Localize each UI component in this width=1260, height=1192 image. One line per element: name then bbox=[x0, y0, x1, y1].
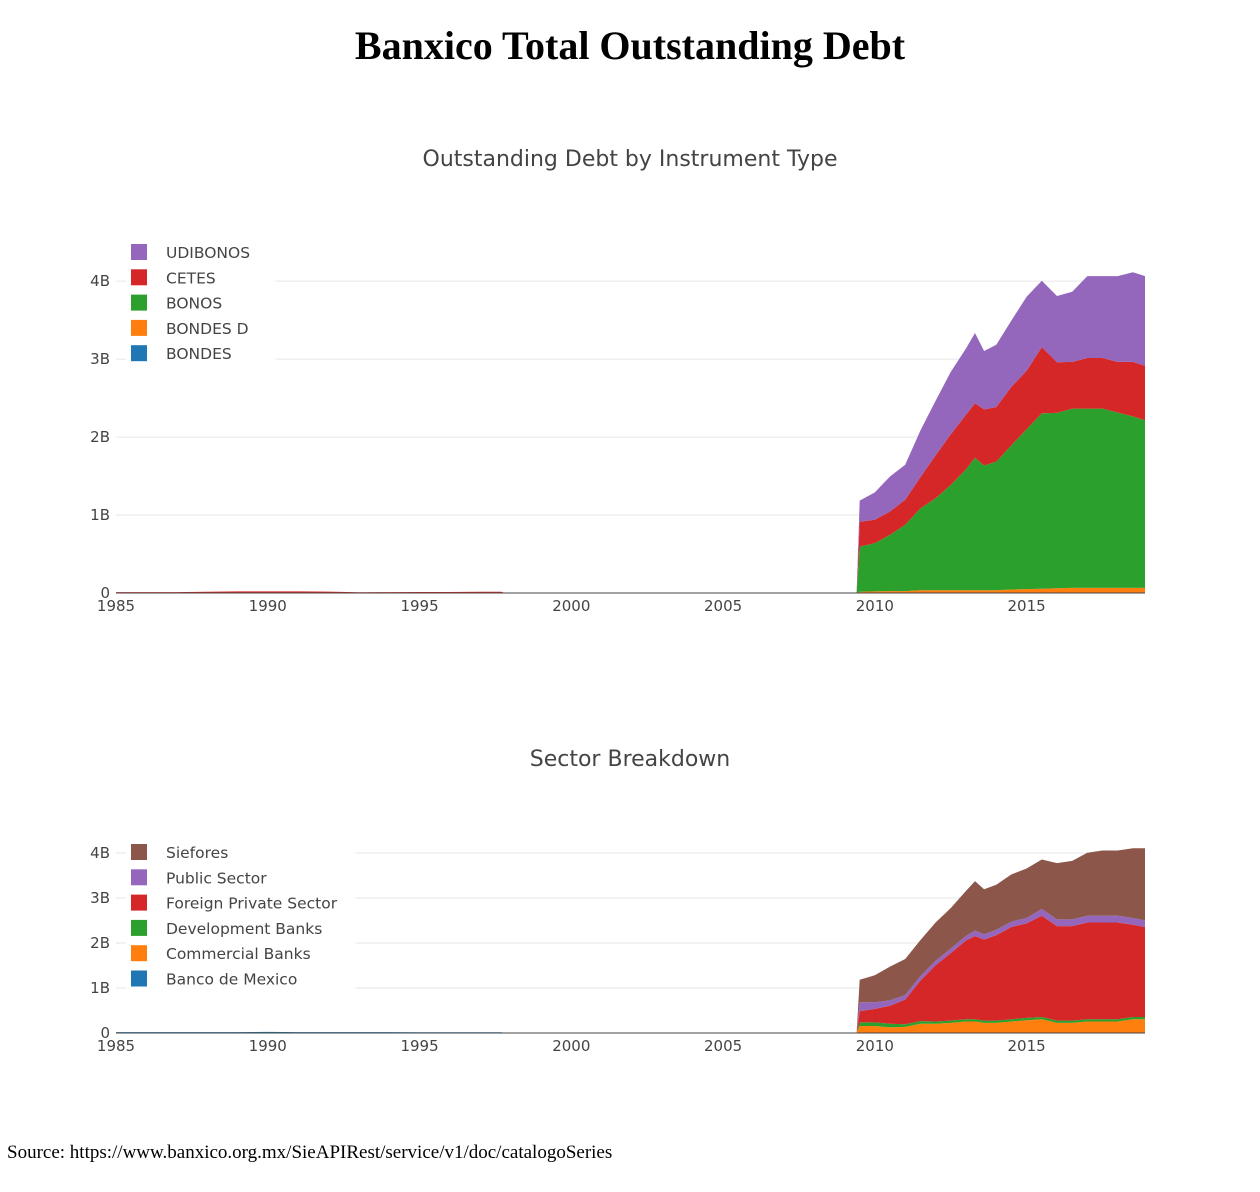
legend-swatch-bondes-d bbox=[131, 319, 147, 336]
legend-label-siefores: Siefores bbox=[166, 844, 228, 862]
y-tick-label: 0 bbox=[100, 584, 110, 602]
x-tick-label: 2010 bbox=[856, 597, 894, 615]
x-tick-label: 1990 bbox=[249, 597, 287, 615]
x-tick-label: 1995 bbox=[400, 1037, 438, 1055]
area-bonos bbox=[116, 408, 1145, 593]
area-bondes-d bbox=[116, 587, 1145, 593]
legend-label-public-sector: Public Sector bbox=[166, 869, 267, 887]
legend-swatch-bondes bbox=[131, 345, 147, 362]
legend-label-bondes-d: BONDES D bbox=[166, 320, 249, 338]
legend-swatch-foreign-private-sector bbox=[131, 894, 147, 911]
instrument-type-chart-svg: Outstanding Debt by Instrument Type 0 1B 2B… bbox=[90, 147, 1145, 615]
y-tick-label: 2B bbox=[90, 934, 110, 952]
area-foreign-private-sector bbox=[116, 915, 1145, 1033]
legend-label-bondes: BONDES bbox=[166, 345, 232, 363]
x-tick-label: 2000 bbox=[552, 597, 590, 615]
legend-box bbox=[126, 240, 276, 375]
legend-label-bonos: BONOS bbox=[166, 295, 222, 313]
y-tick-label: 4B bbox=[90, 844, 110, 862]
legend-label-udibonos: UDIBONOS bbox=[166, 244, 250, 262]
y-tick-label: 2B bbox=[90, 428, 110, 446]
y-tick-label: 1B bbox=[90, 979, 110, 997]
sector-breakdown-chart-svg: Sector Breakdown 0 1B 2B 3B 4B 1985 1990 1995 200… bbox=[90, 747, 1145, 1055]
legend-swatch-cetes bbox=[131, 269, 147, 286]
area-siefores bbox=[116, 848, 1145, 1033]
legend-label-cetes: CETES bbox=[166, 269, 216, 287]
sector-breakdown-chart: Sector Breakdown 0 1B 2B 3B 4B 1985 1990 1995 200… bbox=[0, 730, 1260, 1070]
legend-swatch-development-banks bbox=[131, 919, 147, 936]
x-tick-label: 1995 bbox=[400, 597, 438, 615]
y-tick-label: 4B bbox=[90, 272, 110, 290]
y-tick-label: 3B bbox=[90, 350, 110, 368]
chart-title: Sector Breakdown bbox=[530, 747, 731, 772]
legend-swatch-udibonos bbox=[131, 244, 147, 260]
legend-label-development-banks: Development Banks bbox=[166, 920, 322, 938]
y-tick-label: 0 bbox=[100, 1024, 110, 1042]
area-development-banks bbox=[116, 1017, 1145, 1033]
area-cetes bbox=[116, 347, 1145, 593]
x-tick-label: 2015 bbox=[1008, 597, 1046, 615]
legend-box bbox=[126, 840, 356, 1000]
instrument-type-chart: Outstanding Debt by Instrument Type 0 1B 2B… bbox=[0, 130, 1260, 630]
x-tick-label: 1985 bbox=[97, 1037, 135, 1055]
y-tick-label: 3B bbox=[90, 889, 110, 907]
x-tick-label: 2010 bbox=[856, 1037, 894, 1055]
legend-swatch-bonos bbox=[131, 294, 147, 311]
legend-swatch-banco-de-mexico bbox=[131, 970, 147, 987]
x-tick-label: 1985 bbox=[97, 597, 135, 615]
chart-title: Outstanding Debt by Instrument Type bbox=[423, 147, 838, 172]
legend-swatch-siefores bbox=[131, 844, 147, 860]
source-note: Source: https://www.banxico.org.mx/SieAP… bbox=[7, 1142, 613, 1163]
legend-swatch-public-sector bbox=[131, 869, 147, 886]
legend-label-banco-de-mexico: Banco de Mexico bbox=[166, 971, 297, 989]
legend-label-foreign-private-sector: Foreign Private Sector bbox=[166, 895, 338, 913]
x-tick-label: 2005 bbox=[704, 597, 742, 615]
legend-swatch-commercial-banks bbox=[131, 945, 147, 962]
area-commercial-banks bbox=[116, 1019, 1145, 1033]
area-public-sector bbox=[116, 909, 1145, 1033]
x-tick-label: 2015 bbox=[1008, 1037, 1046, 1055]
x-tick-label: 2005 bbox=[704, 1037, 742, 1055]
x-tick-label: 1990 bbox=[249, 1037, 287, 1055]
legend-label-commercial-banks: Commercial Banks bbox=[166, 945, 311, 963]
y-tick-label: 1B bbox=[90, 506, 110, 524]
x-tick-label: 2000 bbox=[552, 1037, 590, 1055]
area-udibonos bbox=[116, 272, 1145, 593]
page-title: Banxico Total Outstanding Debt bbox=[354, 23, 906, 68]
